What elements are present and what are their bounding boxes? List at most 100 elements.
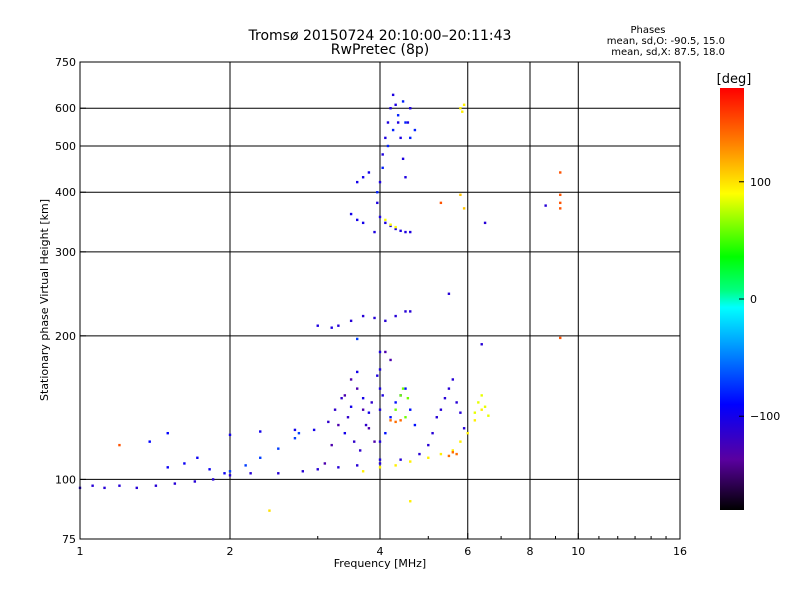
data-point (228, 470, 232, 473)
chart-subtitle: RwPretec (8p) (331, 42, 429, 58)
phase-box-x-stats: mean, sd,X: 87.5, 18.0 (611, 47, 725, 58)
data-point (277, 472, 280, 475)
y-tick-label: 400 (55, 186, 76, 199)
data-point (409, 408, 412, 411)
y-tick-label: 75 (62, 533, 76, 546)
data-point (173, 482, 177, 485)
data-point (349, 319, 353, 323)
data-point (244, 464, 247, 467)
data-point (91, 484, 94, 487)
data-point (196, 456, 199, 459)
data-point (378, 440, 382, 443)
data-point (404, 121, 407, 124)
grid (80, 62, 680, 539)
data-point (381, 394, 384, 397)
data-point (355, 387, 359, 390)
data-point (401, 387, 405, 390)
data-point (166, 431, 169, 435)
data-point (394, 314, 397, 318)
phase-box-o-stats: mean, sd,O: -90.5, 15.0 (607, 36, 725, 47)
y-tick-label: 300 (55, 246, 76, 259)
data-point (409, 310, 412, 313)
data-point (384, 319, 387, 323)
x-tick-label: 4 (377, 545, 384, 558)
data-point (409, 460, 412, 463)
x-axis-label: Frequency [MHz] (334, 557, 426, 570)
data-point (384, 350, 387, 354)
data-point (211, 478, 215, 481)
x-tick-label: 8 (527, 545, 534, 558)
data-point (391, 128, 395, 132)
y-tick-label: 500 (55, 140, 76, 153)
data-points (78, 93, 562, 512)
data-point (409, 230, 412, 234)
data-point (355, 218, 359, 222)
data-point (277, 447, 280, 450)
data-point (462, 427, 466, 430)
data-point (103, 486, 106, 490)
data-point (370, 401, 373, 404)
data-point (361, 221, 365, 225)
data-point (135, 486, 138, 490)
data-point (483, 405, 487, 408)
data-point (394, 464, 397, 467)
data-point (358, 449, 362, 452)
data-point (330, 326, 333, 329)
data-point (378, 215, 382, 219)
data-point (461, 110, 464, 113)
data-point (355, 337, 359, 341)
data-point (431, 431, 434, 435)
data-point (378, 368, 382, 371)
data-point (451, 378, 455, 381)
data-point (389, 358, 392, 362)
data-point (399, 458, 402, 461)
data-point (249, 472, 252, 475)
phase-box-heading: Phases (630, 25, 665, 36)
data-point (439, 408, 443, 411)
data-point (462, 103, 466, 107)
data-point (389, 416, 392, 419)
data-point (330, 443, 333, 447)
data-point (399, 419, 402, 422)
data-point (480, 343, 483, 346)
data-point (352, 440, 356, 443)
data-point (378, 458, 382, 461)
data-point (316, 468, 319, 471)
data-point (378, 466, 382, 469)
data-point (389, 223, 392, 226)
data-point (404, 387, 407, 390)
x-tick-label: 1 (77, 545, 84, 558)
data-point (559, 207, 562, 210)
data-point (409, 136, 412, 140)
data-point (349, 405, 353, 408)
data-point (312, 428, 316, 432)
colorbar-ticks: 100 0 −100 (739, 176, 780, 423)
data-point (183, 462, 186, 465)
data-point (361, 396, 365, 400)
data-point (384, 221, 387, 225)
data-point (349, 378, 353, 381)
data-point (451, 449, 455, 452)
data-point (193, 480, 197, 483)
data-point (301, 470, 305, 473)
data-point (427, 443, 430, 447)
data-point (455, 401, 458, 404)
data-point (223, 472, 226, 475)
data-point (343, 394, 347, 397)
data-point (455, 452, 458, 456)
data-point (333, 408, 337, 411)
data-point (399, 394, 402, 397)
data-point (316, 324, 319, 327)
data-point (268, 509, 271, 512)
data-point (384, 136, 387, 140)
chart-title: Tromsø 20150724 20:10:00–20:11:43 (248, 28, 512, 44)
data-point (427, 456, 430, 459)
data-point (355, 464, 359, 467)
data-point (396, 114, 400, 117)
data-point (259, 430, 262, 433)
data-point (361, 470, 365, 473)
data-point (378, 387, 382, 390)
data-point (559, 201, 562, 205)
colorbar-tick-label: 0 (750, 293, 757, 306)
data-point (323, 462, 327, 465)
